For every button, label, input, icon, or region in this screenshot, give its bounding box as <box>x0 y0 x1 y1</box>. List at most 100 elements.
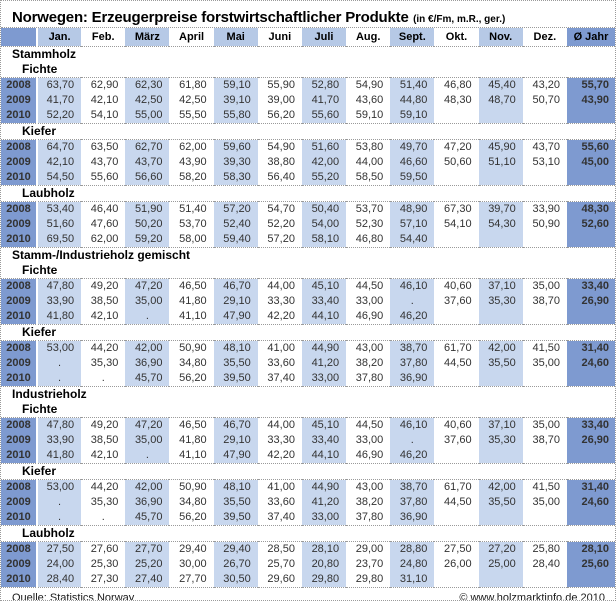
price-cell: 44,50 <box>346 417 391 433</box>
price-cell: 55,00 <box>125 108 170 124</box>
price-cell: 44,00 <box>355 156 384 168</box>
price-cell: 54,00 <box>301 217 347 232</box>
avg-column-header: Ø Jahr <box>567 28 615 47</box>
price-cell: 53,70 <box>179 218 207 230</box>
price-cell: 50,90 <box>169 340 214 356</box>
price-cell: 37,80 <box>346 371 391 387</box>
price-cell: 51,40 <box>390 77 435 93</box>
price-cell: 53,10 <box>532 156 560 168</box>
year-data-row: 2008 53,40 46,40 51,90 51,40 57,20 54,70 50,40 5… <box>1 201 615 217</box>
price-cell: 25,80 <box>522 541 567 557</box>
price-cell: 46,40 <box>81 201 126 217</box>
year-cell: 2009 <box>1 433 38 448</box>
species-label: Fichte <box>22 62 58 76</box>
price-cell: 41,50 <box>522 340 567 356</box>
year-cell: 2008 <box>1 340 38 356</box>
price-cell: 63,70 <box>37 77 82 93</box>
price-cell: . <box>81 510 126 526</box>
price-cell: 40,60 <box>434 417 479 433</box>
price-cell: 41,50 <box>522 479 567 495</box>
price-cell: 61,80 <box>169 77 214 93</box>
year-data-row: 2008 53,00 44,20 42,00 50,90 48,10 41,00 44,90 4… <box>1 340 615 356</box>
price-cell: 39,50 <box>213 510 258 526</box>
price-cell: 50,60 <box>444 156 472 168</box>
price-cell <box>522 108 567 124</box>
price-cell: 35,00 <box>125 433 170 448</box>
price-cell: 44,90 <box>301 340 347 356</box>
price-cell: 33,00 <box>301 371 347 387</box>
price-cell: 44,80 <box>390 93 435 108</box>
price-cell: 47,80 <box>37 278 82 294</box>
price-cell: 54,90 <box>257 139 302 155</box>
price-cell: 46,70 <box>213 417 258 433</box>
price-cell: 52,20 <box>267 218 295 230</box>
section-label: Stammholz <box>12 47 77 61</box>
price-cell: 46,20 <box>390 448 435 464</box>
price-table: Jan. Feb. März April Mai Juni Juli Aug. Sept. Okt… <box>1 28 615 588</box>
price-cell: 35,00 <box>532 357 560 369</box>
year-data-row: 2008 47,80 49,20 47,20 46,50 46,70 44,00 45,10 4… <box>1 417 615 433</box>
price-cell: 41,10 <box>169 448 214 464</box>
month-column-header: Mai <box>213 28 258 47</box>
price-cell: 31,10 <box>390 572 435 588</box>
price-cell: 47,20 <box>125 278 170 294</box>
price-cell: 47,20 <box>125 417 170 433</box>
price-cell: 35,50 <box>213 495 258 510</box>
price-cell: 48,90 <box>390 201 435 217</box>
price-cell: 46,90 <box>346 309 391 325</box>
price-cell <box>522 232 567 248</box>
price-cell: 37,80 <box>390 495 435 510</box>
year-cell: 2010 <box>1 371 38 387</box>
year-cell: 2008 <box>1 278 38 294</box>
price-cell: 36,90 <box>125 356 170 371</box>
price-cell: 41,80 <box>37 309 82 325</box>
price-cell: 36,90 <box>125 495 170 510</box>
price-cell: 23,70 <box>355 558 384 570</box>
price-cell: 55,20 <box>301 170 347 186</box>
price-cell: 35,00 <box>522 417 567 433</box>
price-cell: 38,70 <box>532 434 560 446</box>
species-row: Fichte <box>1 402 615 418</box>
price-cell: 44,20 <box>81 479 126 495</box>
price-cell: 54,50 <box>37 170 82 186</box>
price-cell: . <box>37 495 82 510</box>
species-row: Fichte <box>1 62 615 78</box>
corner-cell <box>1 28 38 47</box>
price-cell: 27,70 <box>125 541 170 557</box>
price-cell: 41,70 <box>301 93 347 108</box>
year-data-row: 2010.. 45,70 56,20 39,50 37,40 33,00 37,80 36,9… <box>1 371 615 387</box>
year-data-row: 2009. 35,30 36,90 34,80 35,50 33,60 41,20 38,20… <box>1 495 615 510</box>
price-cell: 33,00 <box>301 510 347 526</box>
avg-cell <box>567 510 615 526</box>
price-cell: 43,00 <box>346 340 391 356</box>
month-column-header: Dez. <box>522 28 567 47</box>
price-cell: 46,20 <box>390 309 435 325</box>
price-cell: 46,50 <box>169 278 214 294</box>
price-cell: 43,70 <box>90 156 119 168</box>
avg-cell <box>567 108 615 124</box>
price-cell: 59,10 <box>346 108 391 124</box>
price-cell: 37,60 <box>444 434 472 446</box>
price-cell: 33,00 <box>355 434 384 446</box>
month-column-header: Jan. <box>37 28 82 47</box>
year-cell: 2009 <box>1 557 38 572</box>
price-cell <box>478 108 523 124</box>
price-cell: 43,60 <box>355 94 384 106</box>
price-cell: 33,30 <box>267 434 295 446</box>
price-cell: 44,90 <box>301 479 347 495</box>
year-cell: 2008 <box>1 541 38 557</box>
price-cell: 56,20 <box>257 108 302 124</box>
price-cell: 33,60 <box>267 357 295 369</box>
price-cell: 42,00 <box>301 155 347 170</box>
month-column-header: April <box>169 28 214 47</box>
price-cell: 47,80 <box>37 417 82 433</box>
table-footer: Quelle: Statistics Norway © www.holzmark… <box>1 588 615 600</box>
price-cell: 35,30 <box>90 496 119 508</box>
price-cell: 54,40 <box>390 232 435 248</box>
price-cell: 46,80 <box>434 77 479 93</box>
price-cell: 26,00 <box>444 558 472 570</box>
avg-cell <box>567 232 615 248</box>
price-cell: 45,70 <box>125 371 170 387</box>
month-column-header: Okt. <box>434 28 479 47</box>
